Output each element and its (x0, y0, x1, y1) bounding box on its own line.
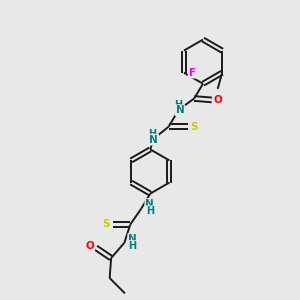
Text: N: N (128, 234, 137, 244)
Text: H: H (146, 206, 154, 216)
Text: N: N (176, 105, 184, 115)
Text: O: O (85, 241, 94, 251)
Text: H: H (129, 241, 137, 251)
Text: N: N (149, 135, 158, 145)
Text: F: F (189, 68, 196, 78)
Text: O: O (214, 95, 223, 105)
Text: S: S (190, 122, 198, 132)
Text: H: H (148, 129, 156, 139)
Text: S: S (102, 220, 110, 230)
Text: H: H (175, 100, 183, 110)
Text: N: N (145, 199, 154, 209)
